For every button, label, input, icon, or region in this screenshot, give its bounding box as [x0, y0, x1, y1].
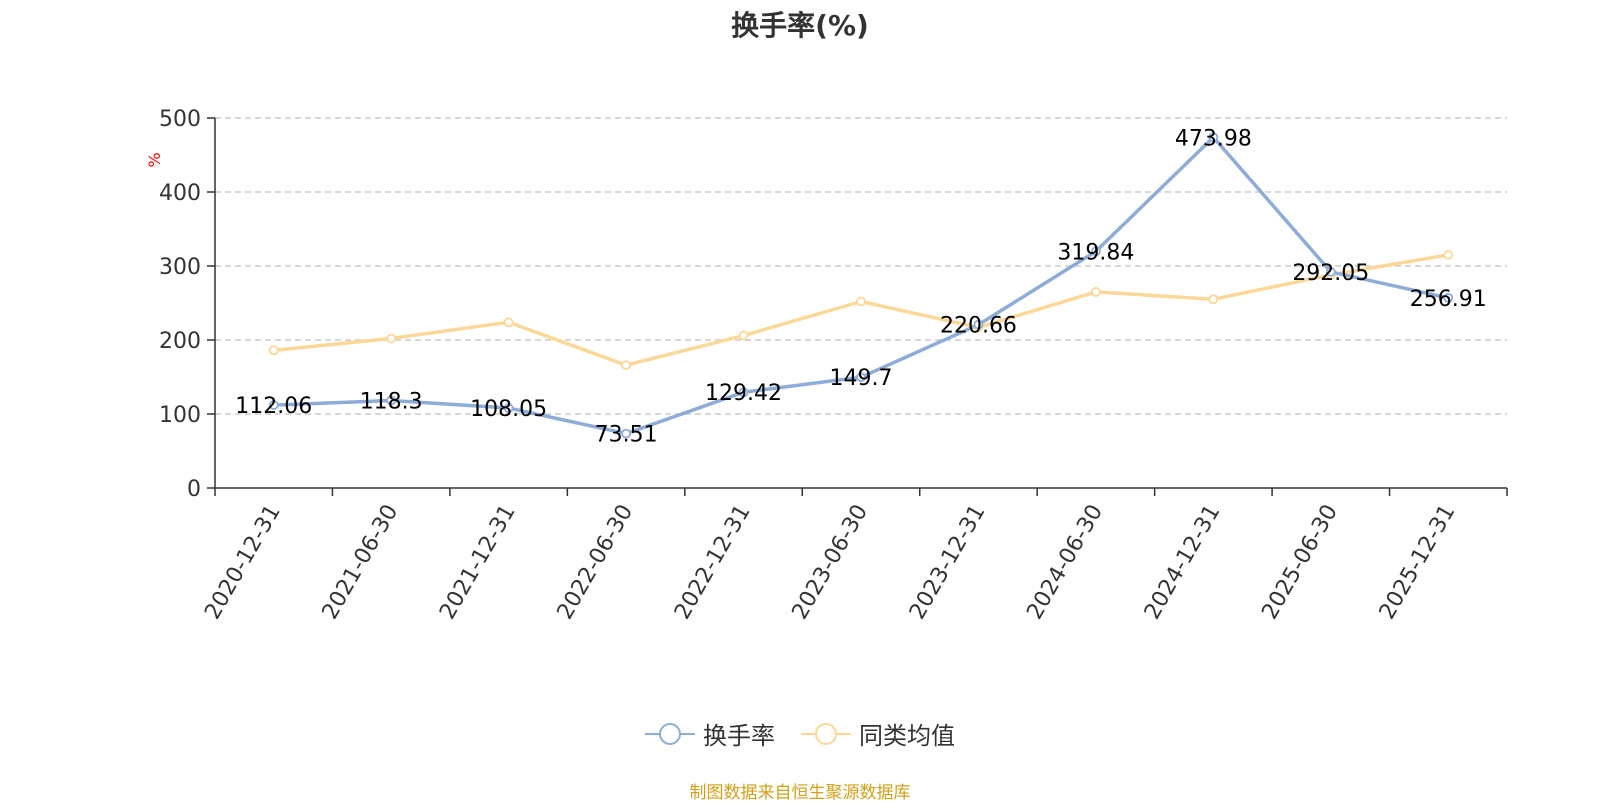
data-label: 129.42: [705, 381, 782, 406]
data-point: [621, 428, 631, 439]
data-point: [503, 403, 514, 413]
data-label: 256.91: [1410, 287, 1487, 312]
data-point: [1208, 132, 1219, 143]
x-tick-label: 2022-12-31: [670, 501, 756, 624]
data-label: 292.05: [1292, 261, 1369, 286]
data-point: [1208, 294, 1219, 305]
x-tick-label: 2021-06-30: [318, 501, 404, 624]
x-tick-label: 2020-12-31: [200, 501, 286, 624]
data-point: [386, 395, 397, 406]
y-tick-labels: 0 100 200 300 400 500: [159, 107, 201, 502]
legend-item[interactable]: 同类均值: [801, 716, 955, 751]
data-label: 112.06: [235, 394, 312, 419]
legend-label: 换手率: [703, 722, 775, 750]
data-label: 473.98: [1175, 126, 1252, 151]
data-label: 220.66: [940, 314, 1017, 339]
x-tick-label: 2021-12-31: [435, 501, 521, 624]
y-tick-label: 100: [159, 403, 201, 428]
data-point: [856, 372, 866, 383]
data-label: 108.05: [470, 397, 547, 422]
x-tick-labels: 2020-12-31 2021-06-30 2021-12-31 2022-06-30…: [200, 501, 1460, 624]
y-axis-label: %: [145, 152, 164, 167]
x-tick-label: 2025-06-30: [1257, 501, 1343, 624]
data-point: [738, 387, 749, 398]
data-point: [1443, 249, 1454, 260]
grid-lines: [215, 117, 1507, 415]
axes: [207, 117, 1508, 496]
data-point: [973, 319, 984, 330]
legend-item[interactable]: 换手率: [645, 716, 775, 751]
data-point: [503, 317, 514, 328]
legend-circle: [815, 722, 837, 745]
series-points: [268, 132, 1454, 439]
data-point: [386, 333, 397, 344]
legend-circle: [659, 722, 681, 745]
x-tick-label: 2023-06-30: [788, 501, 874, 624]
data-label: 149.7: [830, 366, 893, 391]
data-point: [1443, 292, 1454, 303]
data-point: [1091, 286, 1101, 297]
y-tick-label: 400: [159, 181, 201, 206]
y-tick-label: 500: [159, 107, 201, 132]
legend-marker-icon: [645, 722, 695, 745]
series-line: [273, 253, 1449, 367]
legend-label: 同类均值: [859, 722, 955, 750]
data-labels: 112.06 118.3 108.05 73.51 129.42 149.7 220.66 3…: [235, 126, 1487, 447]
data-point: [268, 345, 279, 356]
data-label: 73.51: [595, 423, 658, 448]
y-tick-label: 200: [159, 329, 201, 354]
legend: 换手率 同类均值: [0, 716, 1600, 751]
data-point: [738, 330, 749, 341]
source-note: 制图数据来自恒生聚源数据库: [689, 783, 911, 803]
x-tick-label: 2024-12-31: [1140, 501, 1226, 624]
data-point: [268, 400, 279, 410]
x-tick-label: 2025-12-31: [1375, 501, 1461, 624]
x-tick-label: 2024-06-30: [1022, 501, 1108, 624]
y-tick-label: 0: [187, 477, 201, 502]
x-tick-label: 2022-06-30: [553, 501, 639, 624]
data-point: [621, 360, 631, 371]
y-tick-label: 300: [159, 255, 201, 280]
data-point: [856, 296, 866, 307]
chart-title: 换手率(%): [731, 9, 869, 42]
data-point: [1091, 246, 1101, 257]
data-label: 319.84: [1057, 240, 1134, 265]
data-point: [1325, 266, 1336, 277]
data-label: 118.3: [360, 389, 423, 414]
x-tick-label: 2023-12-31: [905, 501, 991, 624]
legend-marker-icon: [801, 722, 851, 745]
